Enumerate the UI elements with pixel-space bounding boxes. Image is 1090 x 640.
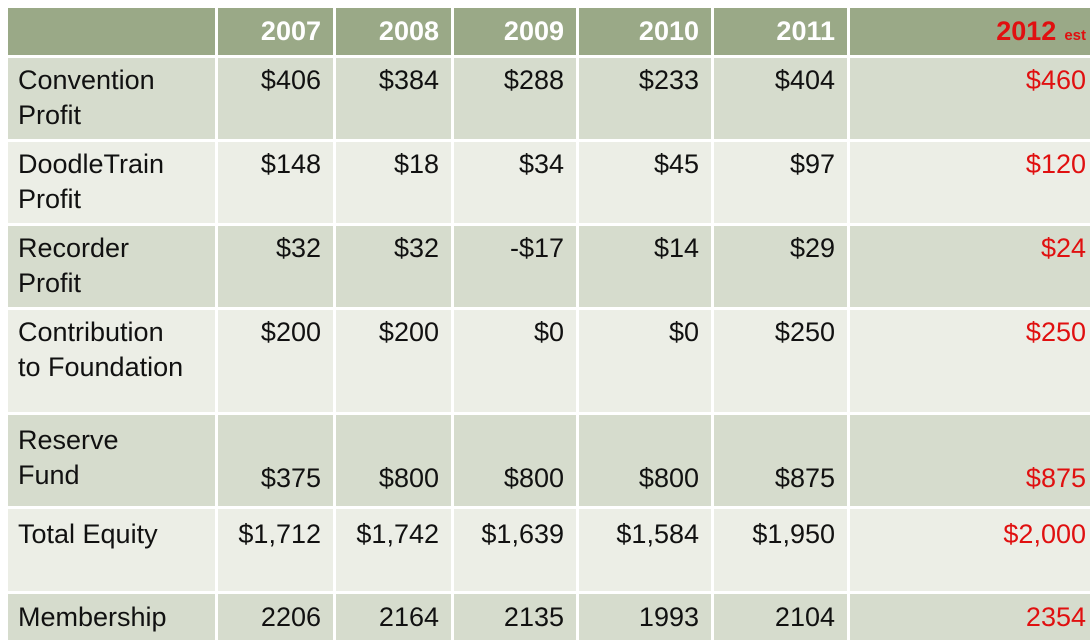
table-cell: $406: [218, 58, 333, 139]
row-label-reserve-fund: Reserve Fund: [8, 415, 215, 506]
row-label-line2: to Foundation: [18, 352, 184, 382]
table-cell: $34: [454, 142, 576, 223]
header-year-2010: 2010: [579, 8, 711, 55]
table-cell: $1,639: [454, 509, 576, 591]
table-cell: $45: [579, 142, 711, 223]
row-label-membership: Membership: [8, 594, 215, 640]
row-label-doodletrain-profit: DoodleTrain Profit: [8, 142, 215, 223]
table-cell: $1,584: [579, 509, 711, 591]
table-cell-estimate: $460: [850, 58, 1090, 139]
table-cell-estimate: $24: [850, 226, 1090, 307]
table-cell: $14: [579, 226, 711, 307]
row-label-contribution-to-foundation: Contribution to Foundation: [8, 310, 215, 412]
row-label-line1: DoodleTrain: [18, 149, 165, 179]
financial-table: 2007 2008 2009 2010 2011 2012 est Conven…: [8, 8, 1090, 640]
header-corner-cell: [8, 8, 215, 55]
row-label-line2: Profit: [18, 100, 82, 130]
table-cell-estimate: $875: [850, 415, 1090, 506]
row-label-line2: Profit: [18, 268, 82, 298]
row-label-line1: Reserve: [18, 425, 119, 455]
table-cell: $800: [454, 415, 576, 506]
row-label-recorder-profit: Recorder Profit: [8, 226, 215, 307]
table-cell: $0: [454, 310, 576, 412]
table-cell: $1,950: [714, 509, 847, 591]
table-cell: $800: [579, 415, 711, 506]
header-year-2008: 2008: [336, 8, 451, 55]
table-cell: $32: [336, 226, 451, 307]
row-label-line2: Fund: [18, 460, 80, 490]
table-cell-estimate: $120: [850, 142, 1090, 223]
table-cell: 2104: [714, 594, 847, 640]
table-cell: $148: [218, 142, 333, 223]
header-year-2009: 2009: [454, 8, 576, 55]
table-cell: $288: [454, 58, 576, 139]
table-cell: $384: [336, 58, 451, 139]
header-est-suffix: est: [1064, 27, 1086, 44]
table-cell: 2206: [218, 594, 333, 640]
table-cell: $233: [579, 58, 711, 139]
table-cell-estimate: $250: [850, 310, 1090, 412]
table-cell: $250: [714, 310, 847, 412]
table-cell: $29: [714, 226, 847, 307]
header-year-2011: 2011: [714, 8, 847, 55]
row-label-line1: Contribution: [18, 317, 164, 347]
row-label-line1: Convention: [18, 65, 155, 95]
table-cell: $200: [218, 310, 333, 412]
table-cell: $0: [579, 310, 711, 412]
table-cell: $875: [714, 415, 847, 506]
table-cell: $404: [714, 58, 847, 139]
table-cell: $375: [218, 415, 333, 506]
table-cell: $97: [714, 142, 847, 223]
table-cell: $32: [218, 226, 333, 307]
table-cell: $1,712: [218, 509, 333, 591]
row-label-convention-profit: Convention Profit: [8, 58, 215, 139]
table-cell: 1993: [579, 594, 711, 640]
row-label-line1: Recorder: [18, 233, 130, 263]
header-year-2012-est: 2012 est: [850, 8, 1090, 55]
row-label-line2: Profit: [18, 184, 82, 214]
header-year-2007: 2007: [218, 8, 333, 55]
table-cell-estimate: 2354: [850, 594, 1090, 640]
table-cell: $200: [336, 310, 451, 412]
row-label-total-equity: Total Equity: [8, 509, 215, 591]
table-cell: $18: [336, 142, 451, 223]
header-est-year: 2012: [996, 16, 1057, 46]
table-cell: 2164: [336, 594, 451, 640]
table-cell-estimate: $2,000: [850, 509, 1090, 591]
table-cell: -$17: [454, 226, 576, 307]
table-cell: 2135: [454, 594, 576, 640]
table-cell: $800: [336, 415, 451, 506]
table-cell: $1,742: [336, 509, 451, 591]
